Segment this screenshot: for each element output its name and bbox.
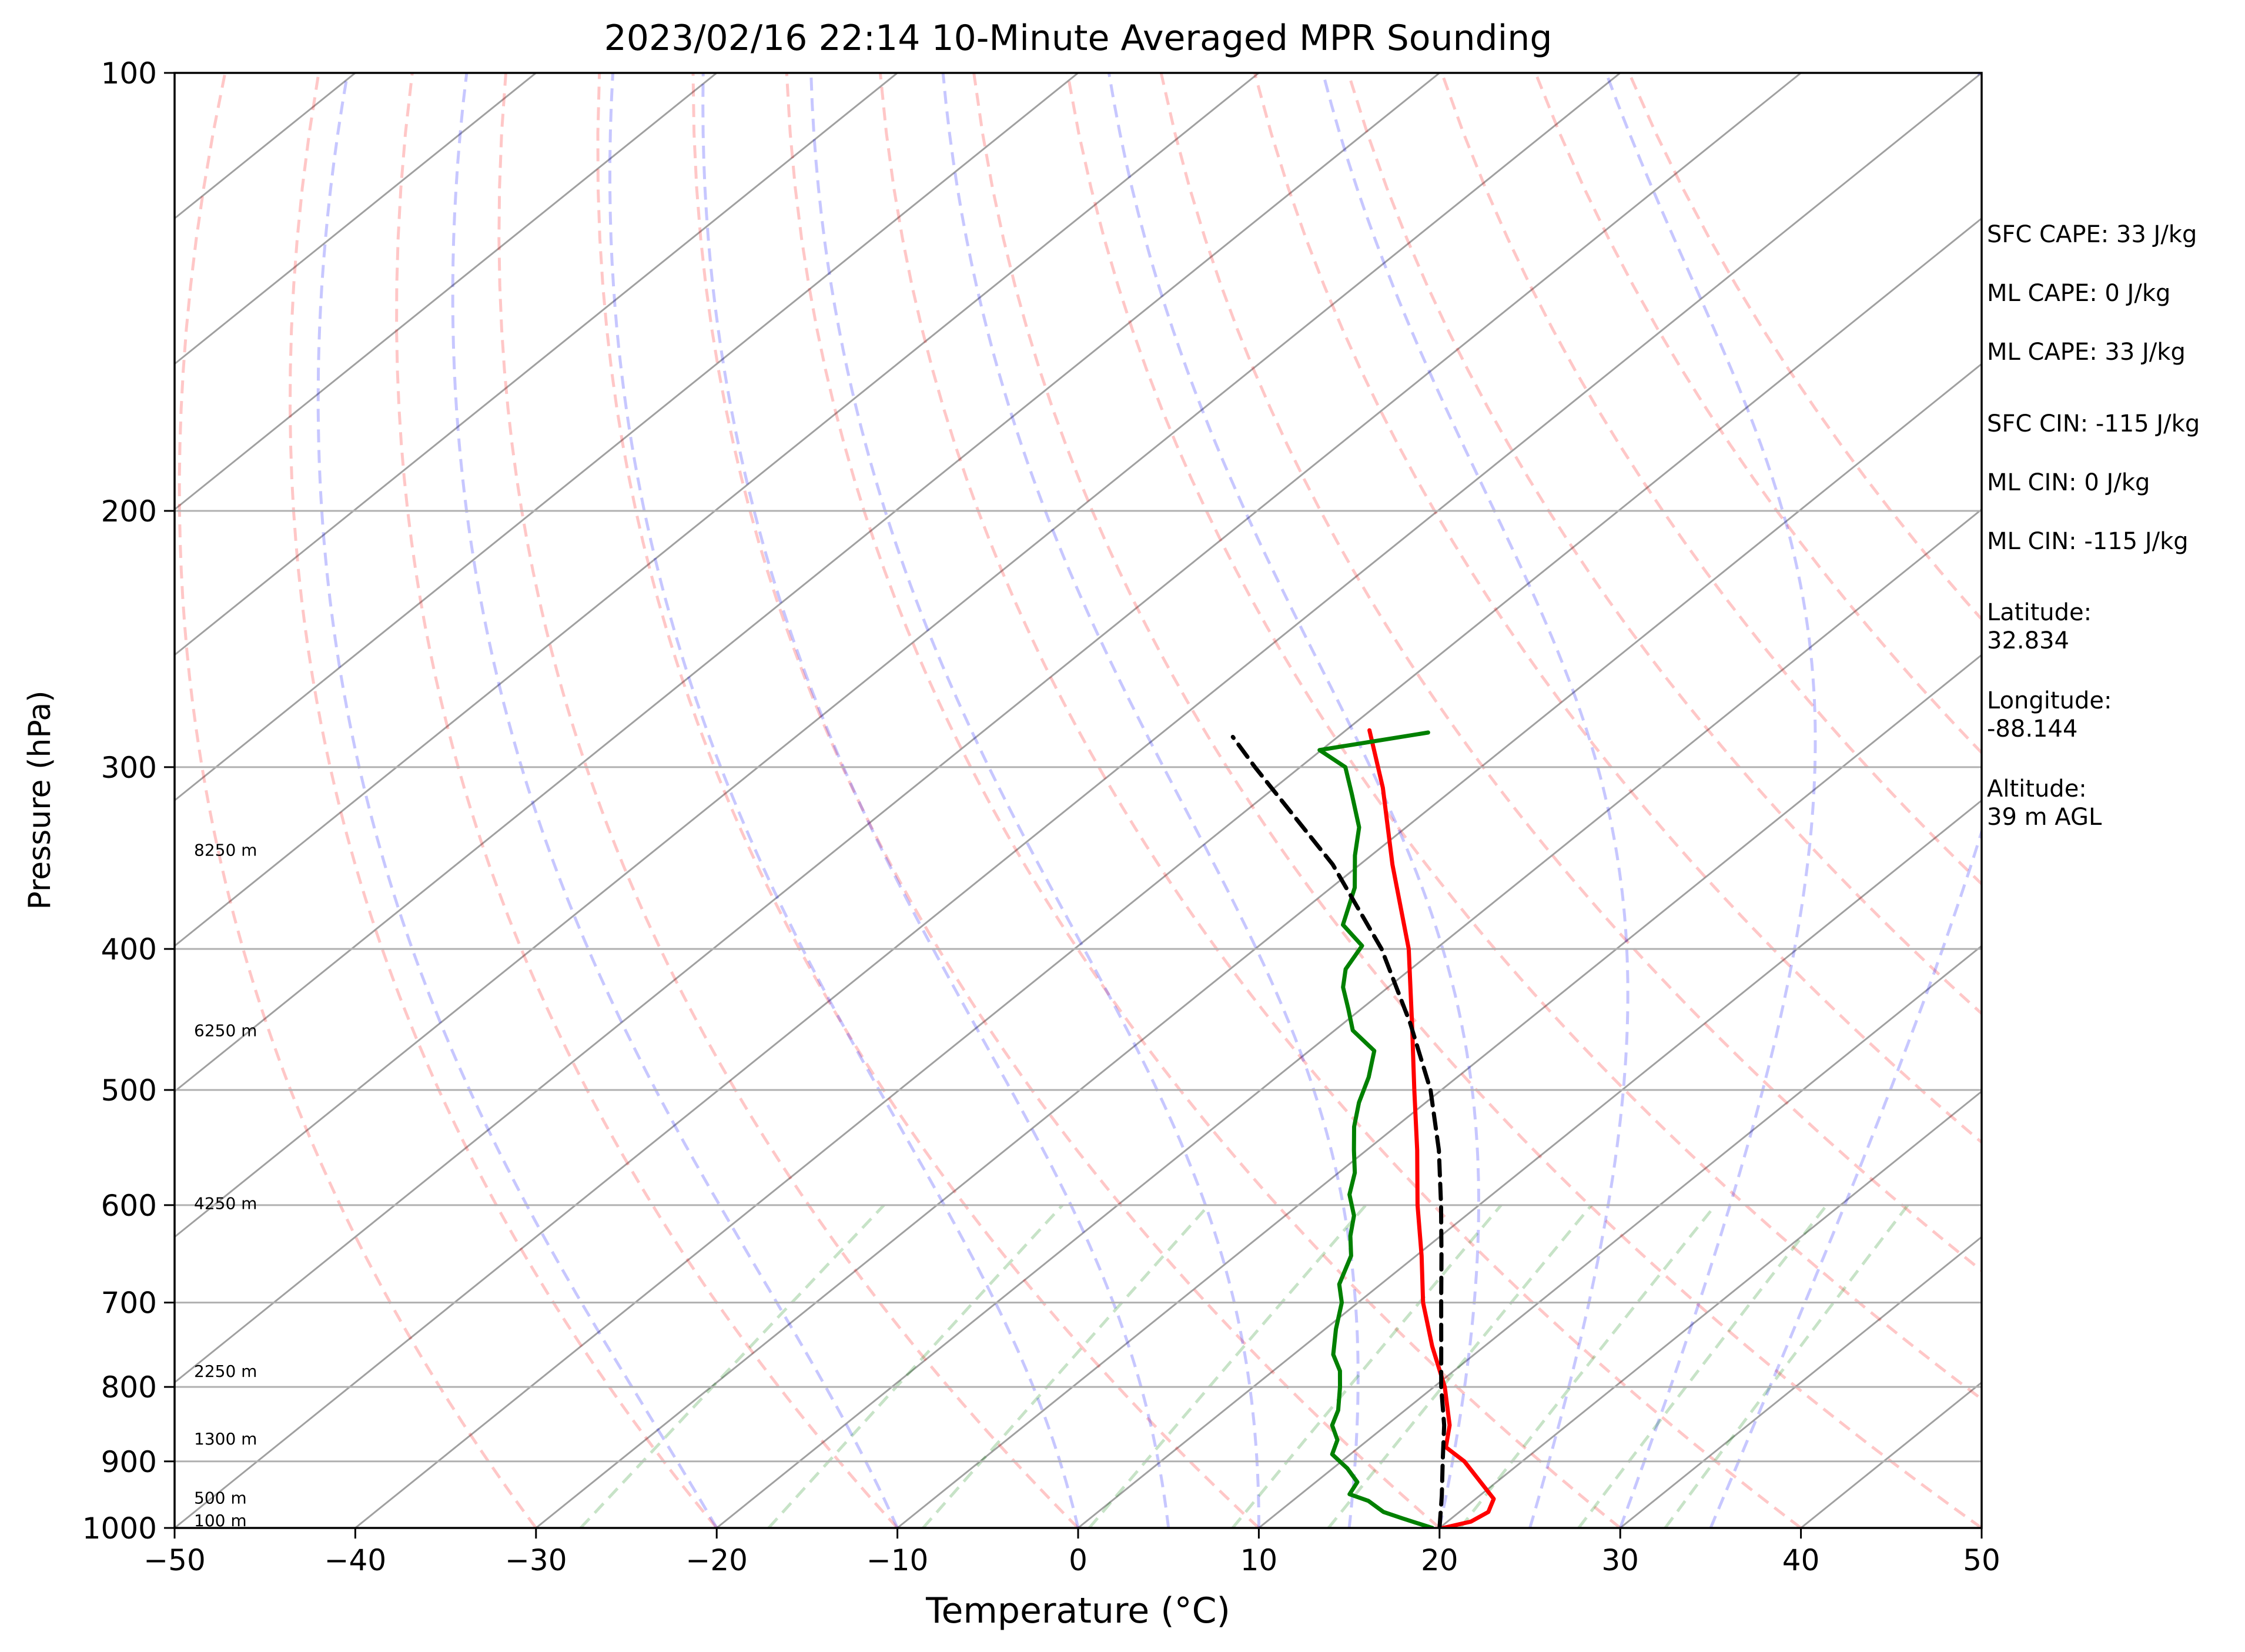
mixing-ratio-line <box>1327 1204 1593 1528</box>
dry-adiabat-line <box>1347 73 1982 1016</box>
isotherm-line <box>1078 799 1982 1528</box>
moist-adiabat-line <box>316 73 718 1528</box>
temperature-profile <box>1367 728 1496 1528</box>
isotherm-line <box>175 73 1440 1093</box>
x-tick-label: −30 <box>505 1543 567 1577</box>
y-tick-label: 1000 <box>82 1511 157 1546</box>
x-tick-label: −40 <box>324 1543 387 1577</box>
x-tick-label: 40 <box>1782 1543 1820 1577</box>
dry-adiabat-line <box>395 73 899 1528</box>
isotherm-line <box>175 73 1621 1238</box>
moist-adiabat-line <box>608 73 1080 1528</box>
dry-adiabat-line <box>288 73 718 1528</box>
sounding-stat-text: Longitude: -88.144 <box>1987 687 2112 743</box>
height-label: 500 m <box>194 1488 247 1507</box>
x-tick-label: 20 <box>1421 1543 1458 1577</box>
y-tick-label: 500 <box>101 1074 157 1108</box>
x-tick-label: 50 <box>1963 1543 2000 1577</box>
moist-adiabat-line <box>451 73 899 1528</box>
moist-adiabat-line <box>1604 73 1817 1528</box>
dry-adiabat-line <box>596 73 1260 1528</box>
height-label: 1300 m <box>194 1429 257 1449</box>
x-tick-label: 0 <box>1069 1543 1088 1577</box>
dry-adiabat-line <box>1440 73 1982 886</box>
y-tick-label: 300 <box>101 751 157 785</box>
isotherm-line <box>716 508 1982 1528</box>
dewpoint-profile <box>1317 730 1434 1528</box>
x-tick-label: −50 <box>143 1543 206 1577</box>
isotherm-line <box>175 73 718 511</box>
height-label: 2250 m <box>194 1362 257 1381</box>
moist-adiabat-line <box>941 73 1360 1528</box>
parcel-profile <box>1230 735 1447 1528</box>
pressure-grid <box>175 73 1982 1528</box>
sounding-stat-text: Latitude: 32.834 <box>1987 599 2092 654</box>
x-tick-label: −10 <box>866 1543 929 1577</box>
sounding-profiles <box>1230 728 1496 1528</box>
dry-adiabat-line <box>497 73 1079 1528</box>
sounding-stat-text: SFC CAPE: 33 J/kg <box>1987 221 2197 248</box>
isotherm-line <box>1620 1236 1982 1528</box>
mixing-ratio-line <box>1231 1204 1503 1528</box>
isotherm-line <box>1258 945 1982 1528</box>
dry-adiabat-line <box>972 73 1982 1528</box>
y-tick-label: 700 <box>101 1286 157 1320</box>
y-tick-label: 900 <box>101 1445 157 1479</box>
y-tick-label: 200 <box>101 494 157 529</box>
moist-adiabat-line <box>1709 73 1982 1528</box>
isotherm-line <box>354 217 1982 1528</box>
height-label: 6250 m <box>194 1021 257 1041</box>
y-axis-ticks: 1000 900 800 700 600 500 400 300 200 100 <box>82 56 175 1546</box>
isotherm-line <box>1438 1090 1982 1528</box>
x-axis-label: Temperature (°C) <box>925 1590 1230 1631</box>
x-tick-label: −20 <box>685 1543 748 1577</box>
y-tick-label: 800 <box>101 1370 157 1404</box>
isotherm-line <box>896 654 1982 1528</box>
isotherm-line <box>175 73 1079 802</box>
x-tick-label: 10 <box>1240 1543 1278 1577</box>
x-tick-label: 30 <box>1601 1543 1639 1577</box>
y-tick-label: 100 <box>101 56 157 91</box>
sounding-stat-text: SFC CIN: -115 J/kg <box>1987 410 2200 437</box>
dry-adiabat-line <box>1253 73 1982 1145</box>
sounding-stat-text: Altitude: 39 m AGL <box>1987 775 2102 831</box>
sounding-stat-text: ML CAPE: 0 J/kg <box>1987 280 2171 307</box>
dry-adiabat-line <box>691 73 1441 1528</box>
mixing-ratio-line <box>1088 1204 1367 1528</box>
moist-adiabat-line <box>1107 73 1481 1528</box>
dry-adiabat-line <box>178 73 537 1528</box>
isotherm-line <box>175 73 1802 1384</box>
y-axis-label: Pressure (hPa) <box>22 691 58 910</box>
isotherm-line <box>535 363 1982 1528</box>
height-label: 8250 m <box>194 841 257 860</box>
dry-adiabat-line <box>1066 73 1982 1401</box>
isotherm-line <box>175 73 1982 1528</box>
sounding-stat-text: ML CAPE: 33 J/kg <box>1987 339 2186 366</box>
isotherm-line <box>175 73 1260 947</box>
x-axis-ticks: −50 −40 −30 −20 −10 0 10 20 30 40 50 <box>143 1528 2000 1577</box>
isotherm-line <box>175 73 898 656</box>
height-label: 4250 m <box>194 1193 257 1213</box>
sounding-stat-text: ML CIN: -115 J/kg <box>1987 528 2189 555</box>
moist-adiabat-line <box>701 73 1170 1528</box>
dry-adiabat-line <box>878 73 1802 1528</box>
y-tick-label: 400 <box>101 932 157 967</box>
chart-title: 2023/02/16 22:14 10-Minute Averaged MPR … <box>604 18 1553 59</box>
sounding-stat-text: ML CIN: 0 J/kg <box>1987 469 2150 496</box>
dry-adiabat-line <box>785 73 1621 1528</box>
isotherm-line <box>175 73 537 365</box>
moist-adiabat-line <box>1321 73 1630 1528</box>
y-tick-label: 600 <box>101 1189 157 1223</box>
